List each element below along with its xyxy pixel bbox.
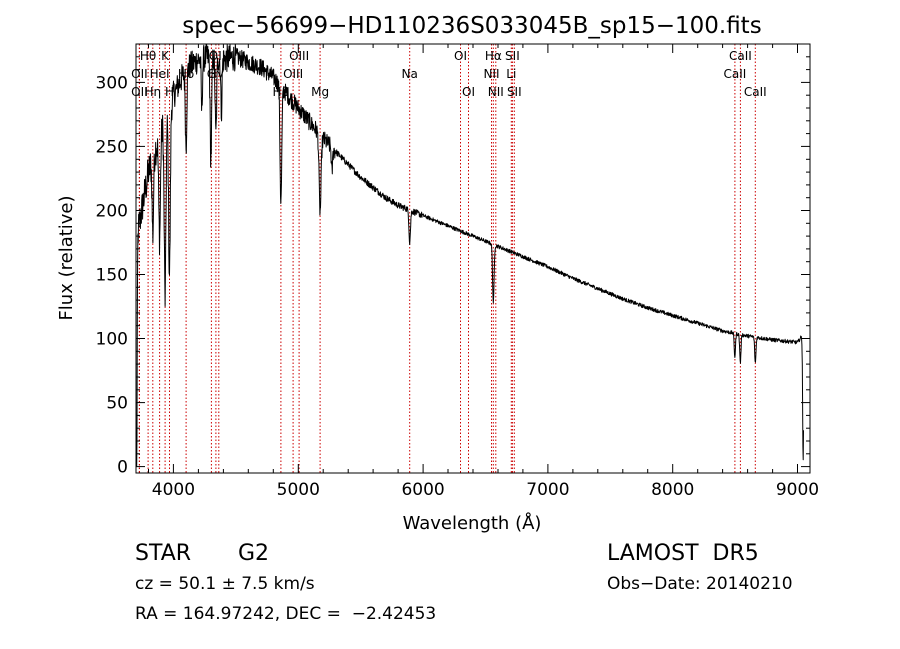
line-marker-label-2: OII — [131, 85, 148, 99]
line-marker-label-5: K — [161, 49, 170, 63]
y-tick-label: 50 — [106, 394, 128, 414]
y-tick-label: 0 — [117, 458, 128, 478]
line-markers — [138, 44, 756, 473]
y-axis-label: Flux (relative) — [56, 195, 77, 320]
y-tick-label: 300 — [96, 73, 128, 93]
x-tick-label: 9000 — [776, 480, 819, 500]
y-tick-label: 200 — [96, 202, 128, 222]
x-axis-label: Wavelength (Å) — [403, 512, 542, 534]
x-tick-label: 8000 — [651, 480, 694, 500]
coordinates: RA = 164.97242, DEC = −2.42453 — [135, 604, 437, 624]
line-marker-label-8: G — [207, 67, 216, 81]
survey-name: LAMOST DR5 — [607, 541, 759, 566]
y-tick-label: 150 — [96, 266, 128, 286]
x-tick-label: 6000 — [401, 480, 444, 500]
line-marker-label-22: SII — [505, 49, 520, 63]
plot-frame — [135, 43, 811, 474]
line-marker-label-24: CaII — [723, 67, 746, 81]
line-marker-label-21: Li — [506, 67, 516, 81]
redshift-cz: cz = 50.1 ± 7.5 km/s — [135, 574, 315, 594]
line-marker-label-3: Hη — [144, 85, 161, 99]
line-marker-label-12: OIII — [283, 67, 303, 81]
line-marker-label-0: Hθ — [140, 49, 156, 63]
line-marker-label-6: H — [165, 85, 174, 99]
x-tick-label: 4000 — [152, 480, 195, 500]
line-marker-label-13: OIII — [289, 49, 309, 63]
line-marker-label-16: OI — [454, 49, 467, 63]
line-marker-label-4: HeI — [150, 67, 170, 81]
object-subclass: G2 — [238, 541, 270, 566]
chart-title: spec−56699−HD110236S033045B_sp15−100.fit… — [182, 13, 761, 39]
line-marker-label-1: OII — [131, 67, 148, 81]
object-class: STAR — [135, 541, 192, 566]
x-tick-label: 5000 — [277, 480, 320, 500]
line-marker-label-19: Hα — [485, 49, 502, 63]
line-marker-label-26: CaII — [744, 85, 767, 99]
line-marker-label-20: NII — [488, 85, 504, 99]
line-marker-label-25: CaII — [729, 49, 752, 63]
y-tick-label: 250 — [96, 137, 128, 157]
observation-date: Obs−Date: 20140210 — [607, 574, 793, 594]
line-marker-label-15: Na — [402, 67, 418, 81]
line-marker-label-17: OI — [462, 85, 475, 99]
x-tick-label: 7000 — [526, 480, 569, 500]
y-tick-label: 100 — [96, 330, 128, 350]
spectrum-line — [136, 43, 804, 468]
axes: 4000 5000 6000 7000 8000 9000 0 50 100 150 200 250 3… — [96, 43, 819, 500]
line-marker-label-9: Hγ — [208, 67, 224, 81]
line-marker-label-23: SII — [507, 85, 522, 99]
line-marker-label-18: NII — [483, 67, 499, 81]
line-marker-label-14: Mg — [311, 85, 329, 99]
